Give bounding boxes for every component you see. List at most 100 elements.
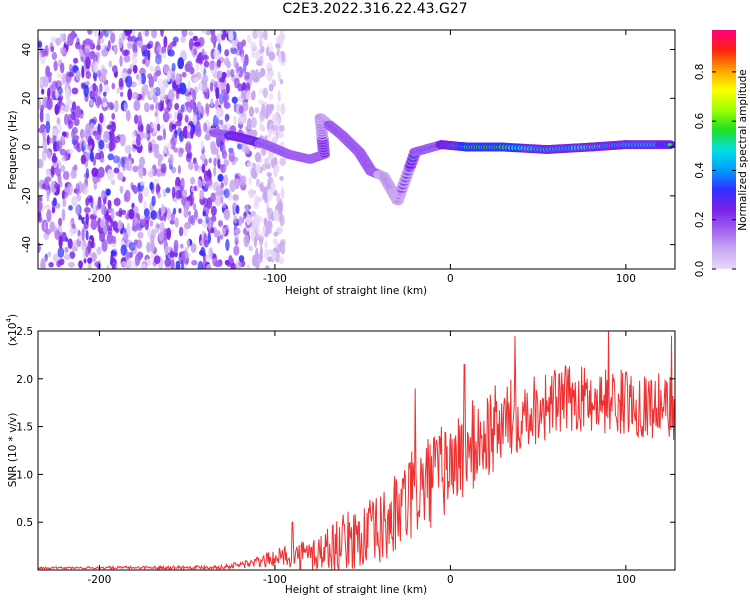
spectrogram-noise-cell [113,135,121,144]
spectrogram-noise-cell [257,99,264,105]
spectrogram-noise-cell [46,103,53,110]
spectrogram-noise-cell [83,257,87,264]
spectrogram-noise-cell [192,76,200,83]
spectrogram-noise-cell [239,175,247,186]
spectrogram-noise-cell [89,50,96,60]
spectrogram-noise-cell [211,216,217,222]
spectrogram-noise-cell [107,101,114,109]
spectrogram-noise-cell [56,122,62,135]
spectrogram-noise-cell [203,232,208,246]
spectrogram-noise-cell [56,72,63,79]
spectrogram-noise-cell [73,117,80,127]
spectrogram-noise-cell [57,247,65,259]
spectrogram-noise-cell [139,130,144,141]
spectrogram-noise-cell [221,33,226,41]
snr-x-tick-label: 0 [447,574,454,586]
spectrogram-noise-cell [146,123,151,135]
spectrogram-noise-cell [87,240,92,254]
spectrogram-noise-cell [44,44,49,57]
spectrogram-noise-cell [149,86,154,98]
spectrogram-noise-cell [259,245,263,259]
spectrogram-noise-cell [142,186,150,197]
spectrogram-noise-cell [200,62,205,74]
snr-y-tick-label: 2.0 [16,374,33,386]
spectrogram-noise-cell [180,177,185,191]
spectrogram-noise-cell [273,209,279,219]
spectrogram-noise-cell [136,182,141,193]
spectrogram-noise-cell [170,259,175,269]
spectrogram-noise-cell [123,54,131,63]
spectrogram-noise-cell [64,113,69,126]
spectrogram-noise-cell [254,50,260,61]
spectrogram-noise-cell [51,225,58,233]
spectrogram-y-tick-label: -40 [21,236,33,253]
colorbar-tick-label: 0.8 [694,64,706,81]
spectrogram-noise-cell [99,82,103,93]
spectrogram-noise-cell [207,232,212,244]
spectrogram-noise-cell [49,84,54,93]
spectrogram-x-tick-label: 100 [616,273,636,285]
spectrogram-noise-cell [248,176,253,186]
spectrogram-noise-cell [111,263,116,269]
spectrogram-noise-cell [114,100,119,113]
spectrogram-noise-cell [166,142,172,150]
spectrogram-noise-cell [223,188,230,199]
spectrogram-noise-cell [84,187,89,195]
spectrogram-noise-cell [143,49,150,57]
snr-x-tick-label: -100 [263,574,287,586]
spectrogram-noise-cell [111,235,117,245]
spectrogram-noise-cell [203,60,210,68]
spectrogram-noise-cell [196,179,203,192]
spectrogram-noise-cell [41,88,45,95]
spectrogram-noise-cell [174,103,180,111]
snr-y-multiplier: (x104) [5,314,19,346]
spectrogram-noise-cell [61,73,67,85]
spectrogram-noise-cell [106,30,113,35]
spectrogram-noise-cell [67,72,75,78]
spectrogram-noise-cell [80,82,85,90]
spectrogram-noise-cell [99,219,105,229]
spectrogram-noise-cell [261,163,267,172]
spectrogram-noise-cell [118,37,123,49]
spectrogram-noise-cell [94,95,102,107]
spectrogram-noise-cell [67,119,74,129]
spectrogram-noise-cell [112,155,120,164]
spectrogram-noise-cell [202,205,210,217]
spectrogram-noise-cell [201,75,209,83]
spectrogram-noise-cell [162,52,167,59]
snr-frame [37,330,676,571]
spectrogram-noise-cell [248,106,255,117]
spectrogram-noise-cell [94,261,101,268]
spectrogram-noise-cell [110,32,116,44]
spectrogram-noise-cell [144,102,150,113]
spectrogram-noise-cell [280,103,286,116]
spectrogram-noise-cell [250,236,255,242]
spectrogram-noise-cell [98,139,105,150]
spectrogram-noise-cell [64,192,68,199]
spectrogram-noise-cell [120,156,125,168]
spectrogram-noise-cell [148,242,156,253]
spectrogram-noise-cell [258,55,264,67]
spectrogram-noise-cell [243,211,247,220]
snr-x-tick-label: -200 [87,574,111,586]
spectrogram-noise-cell [148,141,152,154]
spectrogram-noise-cell [112,220,118,232]
spectrogram-noise-cell [62,170,70,181]
spectrogram-noise-cell [271,251,278,261]
spectrogram-noise-cell [233,214,238,224]
spectrogram-noise-cell [197,102,202,115]
spectrogram-noise-cell [83,84,89,98]
spectrogram-noise-cell [46,189,50,203]
spectrogram-noise-cell [108,130,115,142]
spectrogram-noise-cell [74,41,81,50]
spectrogram-noise-cell [45,120,51,134]
spectrogram-noise-cell [118,77,124,88]
spectrogram-noise-cell [102,44,108,50]
spectrogram-noise-cell [75,183,80,196]
spectrogram-noise-cell [171,62,176,72]
spectrogram-noise-cell [253,201,260,210]
spectrogram-noise-cell [45,65,51,78]
spectrogram-noise-cell [97,166,105,178]
spectrogram-noise-cell [220,124,228,130]
